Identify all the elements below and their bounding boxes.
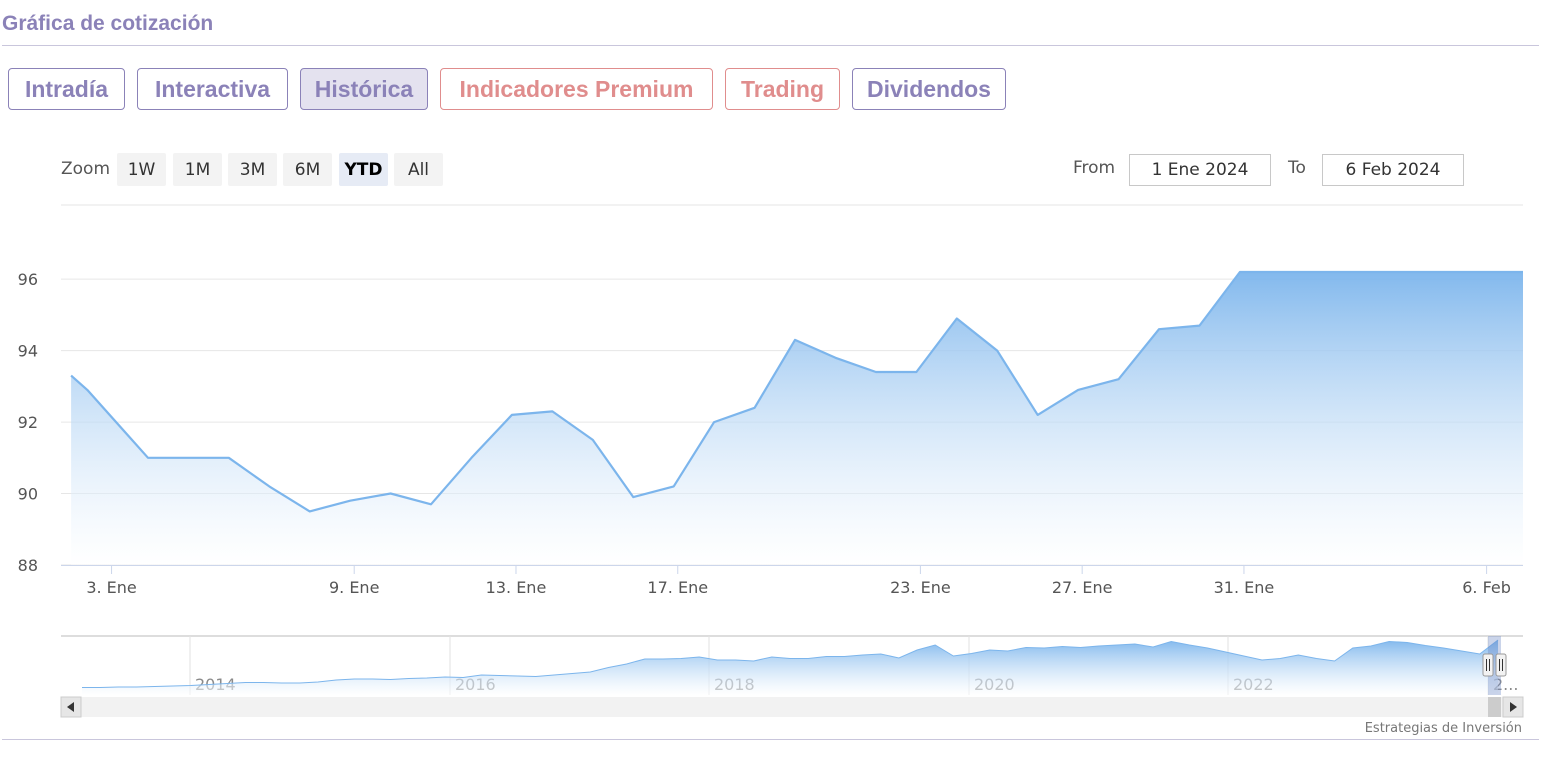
y-tick-label: 88 — [18, 556, 38, 575]
price-line — [70, 270, 1523, 513]
zoom-ytd-button[interactable]: YTD — [339, 153, 388, 186]
tab-trading[interactable]: Trading — [725, 68, 840, 110]
navigator-year-label: 2... — [1493, 675, 1518, 694]
zoom-1w-button[interactable]: 1W — [117, 153, 166, 186]
scroll-left-arrow-icon — [67, 702, 74, 712]
x-tick-label: 27. Ene — [1052, 578, 1113, 597]
y-tick-label: 90 — [18, 485, 38, 504]
x-tick-label: 23. Ene — [890, 578, 951, 597]
navigator-right-handle[interactable] — [1495, 653, 1507, 677]
plot-area — [70, 270, 1524, 565]
to-date-input[interactable]: 6 Feb 2024 — [1322, 154, 1464, 186]
zoom-1m-button[interactable]: 1M — [173, 153, 222, 186]
x-tick-label: 17. Ene — [647, 578, 708, 597]
x-tick-label: 6. Feb — [1462, 578, 1511, 597]
zoom-3m-button[interactable]: 3M — [228, 153, 277, 186]
y-tick-label: 94 — [18, 342, 38, 361]
y-tick-label: 96 — [18, 270, 38, 289]
chart-credits: Estrategias de Inversión — [1365, 721, 1522, 736]
navigator-area — [82, 640, 1498, 695]
scrollbar-track — [61, 697, 1523, 717]
footer-divider — [2, 739, 1539, 740]
x-tick-label: 13. Ene — [486, 578, 547, 597]
navigator-selection — [1488, 636, 1501, 695]
y-axis: 88 90 92 94 96 — [18, 270, 38, 575]
navigator-scrollbar[interactable] — [60, 696, 1524, 718]
y-tick-label: 92 — [18, 413, 38, 432]
x-axis: 3. Ene 9. Ene 13. Ene 17. Ene 23. Ene 27. Ene… — [61, 565, 1523, 597]
handle-body — [1482, 653, 1494, 677]
price-chart: 88 90 92 94 96 3. Ene 9. Ene 13. Ene 17. Ene 23.… — [18, 204, 1524, 736]
navigator[interactable]: 201420162018202020222... — [60, 635, 1524, 718]
scrollbar-thumb — [1488, 697, 1501, 717]
x-tick-label: 9. Ene — [329, 578, 379, 597]
section-title: Gráfica de cotización — [2, 12, 214, 35]
from-label: From — [1073, 158, 1116, 178]
x-tick-label: 3. Ene — [86, 578, 136, 597]
navigator-line — [82, 639, 1499, 688]
zoom-all-button[interactable]: All — [394, 153, 443, 186]
tab-intradia[interactable]: Intradía — [8, 68, 125, 110]
tab-dividendos[interactable]: Dividendos — [852, 68, 1006, 110]
zoom-label: Zoom — [61, 159, 111, 179]
zoom-6m-button[interactable]: 6M — [283, 153, 332, 186]
tab-historica[interactable]: Histórica — [300, 68, 428, 110]
navigator-left-handle[interactable] — [1482, 653, 1494, 677]
title-divider — [2, 45, 1539, 46]
price-area — [71, 272, 1524, 565]
x-tick-label: 31. Ene — [1214, 578, 1275, 597]
handle-body — [1495, 653, 1507, 677]
tab-interactiva[interactable]: Interactiva — [137, 68, 288, 110]
tab-indicadores-premium[interactable]: Indicadores Premium — [440, 68, 713, 110]
from-date-input[interactable]: 1 Ene 2024 — [1129, 154, 1271, 186]
scroll-right-arrow-icon — [1510, 702, 1517, 712]
to-label: To — [1288, 158, 1306, 178]
